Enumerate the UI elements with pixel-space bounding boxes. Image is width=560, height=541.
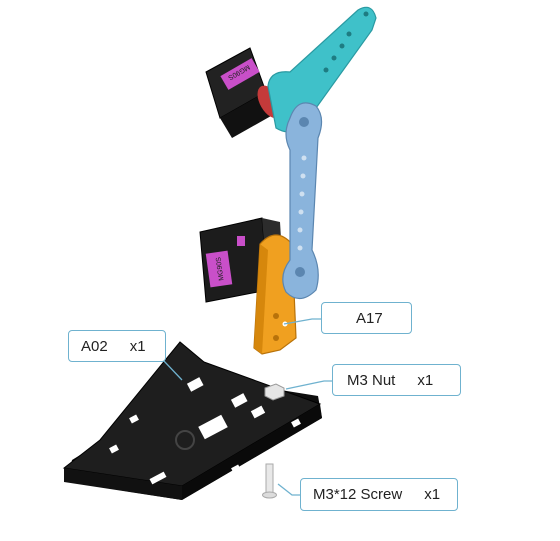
callout-m3-nut-qty: x1 bbox=[417, 371, 434, 389]
blue-link bbox=[282, 102, 323, 300]
teal-arm bbox=[267, 6, 377, 133]
callout-m3-screw: M3*12 Screw x1 bbox=[300, 478, 458, 511]
leader-m3-screw bbox=[277, 483, 300, 496]
callout-a02-qty: x1 bbox=[129, 337, 146, 355]
callout-m3-screw-qty: x1 bbox=[424, 486, 441, 503]
callout-m3-nut: M3 Nut x1 bbox=[332, 364, 461, 396]
m3-nut bbox=[264, 383, 285, 401]
callout-a17: A17 bbox=[321, 302, 412, 334]
leader-m3-nut bbox=[285, 380, 332, 390]
leader-a17 bbox=[283, 318, 321, 325]
upper-servo: MG90S bbox=[205, 47, 283, 138]
lower-servo-label: MG90S bbox=[215, 256, 225, 281]
callout-a17-label: A17 bbox=[356, 309, 383, 327]
callout-a02: A02 x1 bbox=[68, 330, 166, 362]
callout-m3-screw-label: M3*12 Screw bbox=[313, 486, 403, 503]
m3-screw bbox=[262, 463, 277, 499]
callout-a02-label: A02 bbox=[81, 337, 108, 355]
base-plate-a02 bbox=[62, 341, 322, 500]
callout-m3-nut-label: M3 Nut bbox=[347, 371, 396, 389]
